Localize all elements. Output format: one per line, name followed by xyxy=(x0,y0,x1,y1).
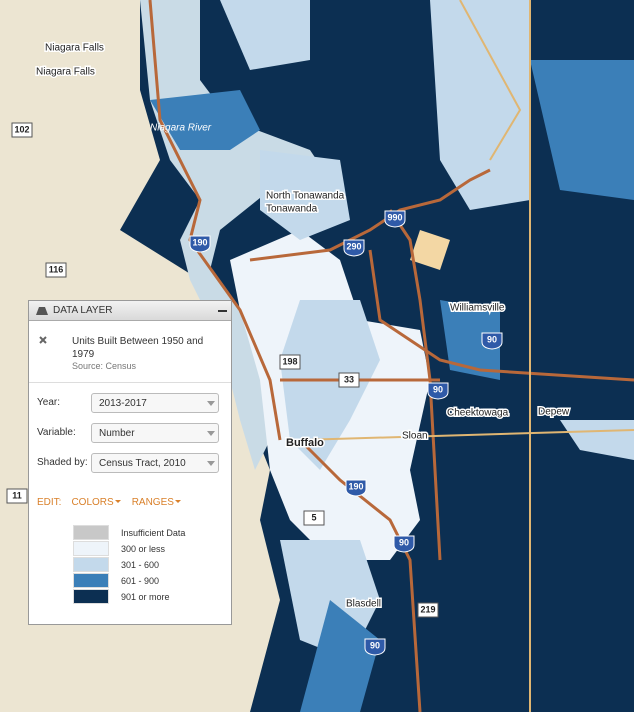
legend-swatch xyxy=(73,541,109,556)
route-shield: 33 xyxy=(344,374,354,384)
tract-area xyxy=(410,230,450,270)
panel-header-title: DATA LAYER xyxy=(53,305,113,316)
interstate-shield: 90 xyxy=(433,384,443,394)
legend-swatch xyxy=(73,557,109,572)
shield-shape xyxy=(279,354,301,370)
interstate-shield: 190 xyxy=(192,237,207,247)
tract-area xyxy=(300,600,380,712)
shield-shape xyxy=(384,210,406,228)
legend-label: 901 or more xyxy=(121,591,170,602)
route-shield: 198 xyxy=(282,356,297,366)
edit-button[interactable]: COLORS xyxy=(71,497,121,508)
place-label: Niagara Falls xyxy=(36,67,95,78)
caret xyxy=(114,500,121,503)
tract-area xyxy=(430,0,530,210)
legend-swatch xyxy=(73,589,109,604)
shield-shape xyxy=(345,479,367,497)
place-label: Sloan xyxy=(402,431,428,442)
tract-area xyxy=(440,300,500,380)
tract-area xyxy=(530,60,634,200)
interstate-shield: 290 xyxy=(346,241,361,251)
dropdown-arrow xyxy=(207,431,215,436)
route-shield: 219 xyxy=(420,604,435,614)
shield-shape xyxy=(303,510,325,526)
edit-row: EDIT: COLORS RANGES xyxy=(37,497,182,508)
legend-item: 601 - 900 xyxy=(73,573,159,588)
interstate-shield: 190 xyxy=(348,481,363,491)
legend-label: 301 - 600 xyxy=(121,559,160,570)
tract-area xyxy=(280,300,380,470)
edit-label: EDIT: xyxy=(37,497,62,508)
shield-shape xyxy=(338,372,360,388)
legend-item: 300 or less xyxy=(73,541,165,556)
legend-label: 601 - 900 xyxy=(121,575,160,586)
layer-source: Source: Census xyxy=(72,361,137,371)
place-label: Depew xyxy=(538,407,570,418)
legend-swatch xyxy=(73,573,109,588)
minimize-button[interactable] xyxy=(215,305,231,317)
remove-layer-button[interactable] xyxy=(38,335,48,345)
shield-shape xyxy=(11,122,33,138)
legend-item: 901 or more xyxy=(73,589,170,604)
route-shield: 11 xyxy=(12,490,22,500)
route-shield: 102 xyxy=(14,124,29,134)
layer-title: Units Built Between 1950 and 1979 xyxy=(72,336,204,360)
dropdown[interactable]: Number xyxy=(91,423,219,443)
shield-shape xyxy=(6,488,28,504)
legend-item: 301 - 600 xyxy=(73,557,159,572)
edit-button-label: COLORS xyxy=(71,497,114,508)
dropdown-arrow xyxy=(207,401,215,406)
shield-shape xyxy=(427,382,449,400)
place-label: Williamsville xyxy=(450,303,505,314)
shield-shape xyxy=(364,638,386,656)
city-label: Buffalo xyxy=(286,437,324,449)
place-label: Niagara Falls xyxy=(45,43,104,54)
dropdown-value: Census Tract, 2010 xyxy=(99,457,186,469)
minor-roads xyxy=(299,0,634,712)
layer-icon xyxy=(36,306,48,315)
shield-shape xyxy=(189,235,211,253)
field-label: Shaded by: xyxy=(37,457,88,468)
dropdown-value: 2013-2017 xyxy=(99,397,147,409)
shield-shape xyxy=(481,332,503,350)
shield-shape xyxy=(45,262,67,278)
interstate-shield: 90 xyxy=(487,334,497,344)
edit-button-label: RANGES xyxy=(131,497,174,508)
place-label: North Tonawanda xyxy=(266,191,345,202)
roads xyxy=(148,0,634,712)
tract-area xyxy=(220,0,310,70)
dropdown-value: Number xyxy=(99,427,135,439)
legend-swatch xyxy=(73,525,109,540)
interstate-shield: 90 xyxy=(399,537,409,547)
legend-label: 300 or less xyxy=(121,543,166,554)
shield-shape xyxy=(343,239,365,257)
legend-label: Insufficient Data xyxy=(121,527,186,538)
caret xyxy=(174,500,181,503)
water-label: Niagara River xyxy=(150,123,212,134)
field-label: Year: xyxy=(37,397,60,408)
shield-shape xyxy=(393,535,415,553)
place-label: Tonawanda xyxy=(266,204,318,215)
panel-header: DATA LAYER xyxy=(29,301,231,321)
edit-button[interactable]: RANGES xyxy=(132,497,182,508)
legend-item: Insufficient Data xyxy=(73,525,185,540)
tract-area xyxy=(260,150,350,240)
interstate-shield: 990 xyxy=(387,212,402,222)
dropdown-arrow xyxy=(207,461,215,466)
route-shield: 116 xyxy=(49,264,64,274)
interstate-shield: 90 xyxy=(370,640,380,650)
shield-shape xyxy=(417,602,439,618)
tract-area xyxy=(150,90,260,150)
dropdown[interactable]: Census Tract, 2010 xyxy=(91,453,219,473)
field-label: Variable: xyxy=(37,427,76,438)
dropdown[interactable]: 2013-2017 xyxy=(91,393,219,413)
place-label: Blasdell xyxy=(346,599,381,610)
data-layer-panel: DATA LAYER Units Built Between 1950 and … xyxy=(28,300,232,625)
place-label: Cheektowaga xyxy=(447,408,509,419)
route-shield: 5 xyxy=(311,512,316,522)
